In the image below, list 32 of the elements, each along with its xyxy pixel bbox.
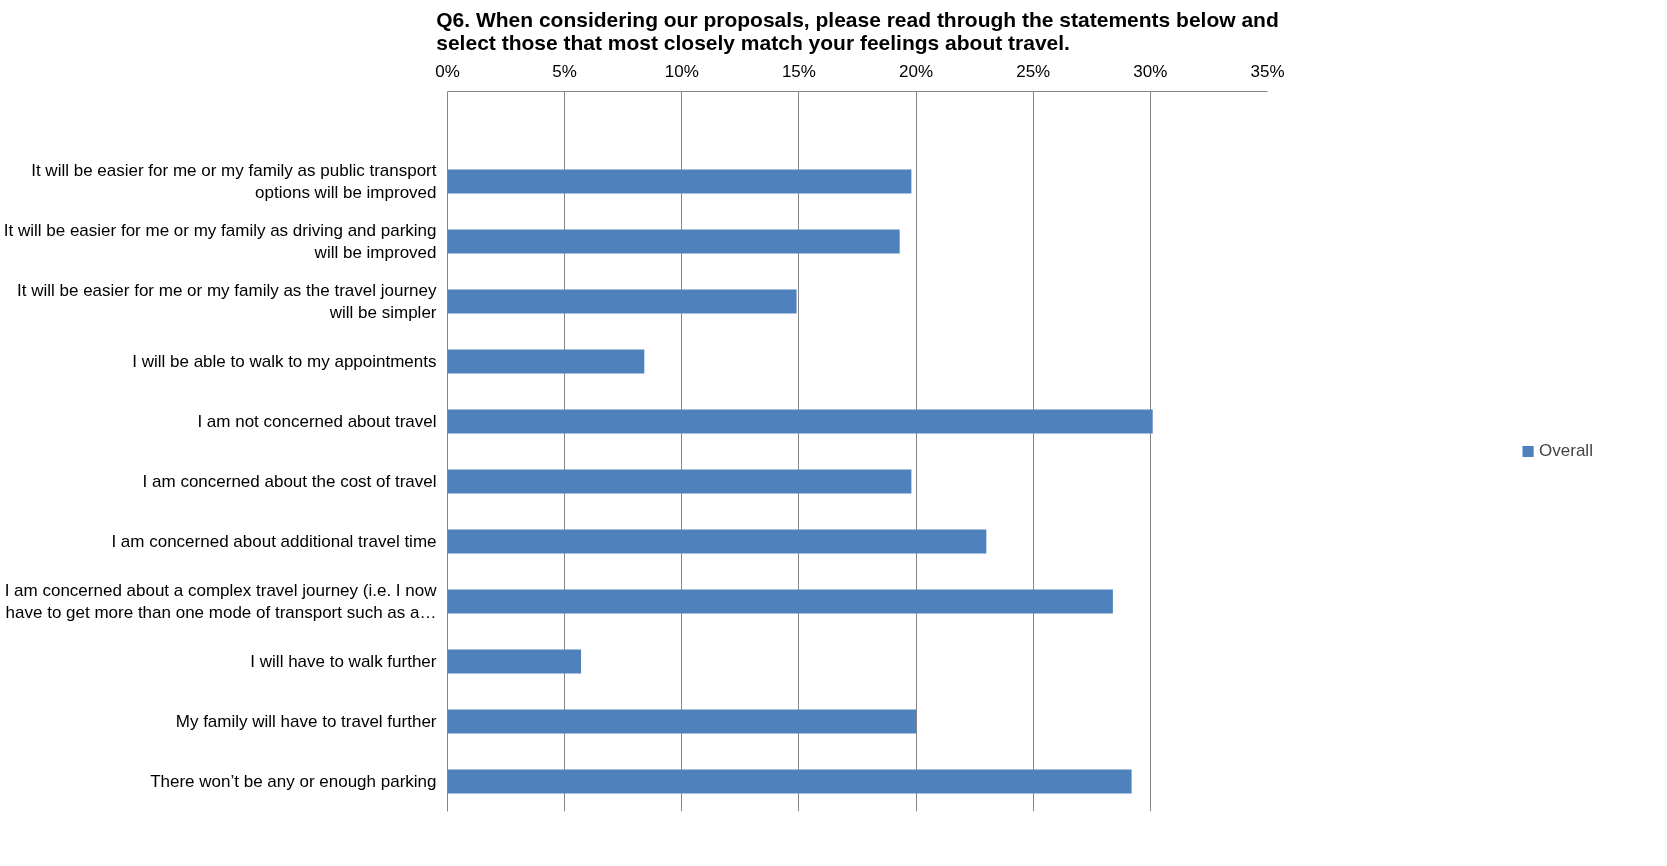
bar <box>447 529 987 554</box>
x-tick-label: 15% <box>781 61 816 81</box>
bar <box>447 709 917 734</box>
y-tick-label: I am not concerned about travel <box>197 412 437 431</box>
bar <box>447 589 1113 614</box>
y-tick-label: I will have to walk further <box>250 652 437 671</box>
y-tick-label: It will be easier for me or my family as driving and parking will be improved <box>3 220 437 263</box>
x-tick-label: 0% <box>435 61 460 81</box>
x-tick-label: 25% <box>1016 61 1051 81</box>
y-tick-label: My family will have to travel further <box>175 712 437 731</box>
x-tick-label: 30% <box>1133 61 1168 81</box>
y-tick-label: There won’t be any or enough parking <box>150 772 437 791</box>
bar <box>447 289 797 314</box>
y-tick-label: I am concerned about additional travel time <box>111 532 437 551</box>
y-tick-label: I will be able to walk to my appointments <box>132 352 437 371</box>
bar <box>447 169 912 194</box>
y-tick-label: It will be easier for me or my family as the travel journey will be simpler <box>17 280 437 323</box>
x-tick-label: 35% <box>1250 61 1285 81</box>
bar <box>447 409 1153 434</box>
bar <box>447 649 582 674</box>
legend-label: Overall <box>1539 441 1593 461</box>
y-tick-label: It will be easier for me or my family as public transport options will be improved <box>31 160 437 203</box>
bar <box>447 229 900 254</box>
bar <box>447 769 1132 794</box>
y-tick-label: I am concerned about a complex travel journey (i.e. I now have to get more than one mode of transport such as a… <box>4 580 438 623</box>
chart-title: Q6. When considering our proposals, please read through the statements below and select those that most closely match your feelings about travel. <box>436 7 1279 54</box>
bar <box>447 469 912 494</box>
x-tick-label: 5% <box>552 61 577 81</box>
x-tick-label: 20% <box>899 61 934 81</box>
x-tick-label: 10% <box>664 61 699 81</box>
y-tick-label: I am concerned about the cost of travel <box>142 472 437 491</box>
bar <box>447 349 645 374</box>
